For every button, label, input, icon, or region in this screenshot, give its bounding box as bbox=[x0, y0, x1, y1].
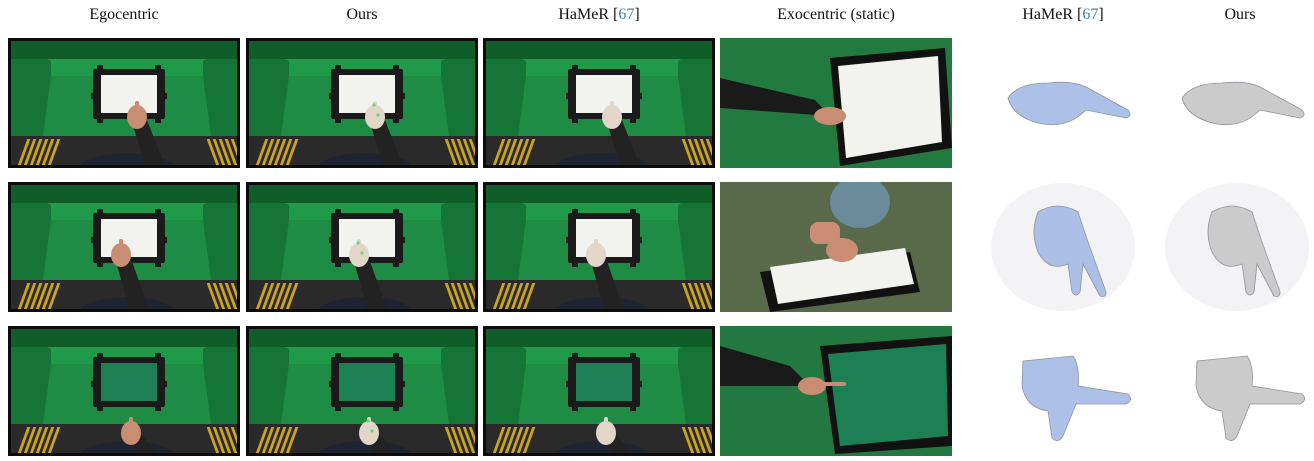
hamer-hand-mesh bbox=[988, 38, 1138, 168]
ours-egocentric-image bbox=[246, 326, 478, 456]
hamer-hand-mesh bbox=[988, 182, 1138, 312]
ours-egocentric-image bbox=[246, 38, 478, 168]
citation-link[interactable]: 67 bbox=[618, 6, 635, 23]
header-ours-ego: Ours bbox=[346, 6, 377, 24]
ego-egocentric-image bbox=[8, 38, 240, 168]
header-ours-mesh: Ours bbox=[1224, 6, 1255, 24]
ours-hand-mesh bbox=[1162, 326, 1312, 456]
exocentric-image bbox=[720, 38, 952, 168]
exocentric-image bbox=[720, 326, 952, 456]
header-egocentric: Egocentric bbox=[89, 6, 158, 24]
header-text: Ours bbox=[346, 6, 378, 23]
exocentric-image bbox=[720, 182, 952, 312]
ours-hand-mesh bbox=[1162, 38, 1312, 168]
header-text: Exocentric (static) bbox=[777, 6, 895, 23]
header-hamer-mesh: HaMeR [67] bbox=[1022, 6, 1103, 24]
header-text: Egocentric bbox=[89, 6, 159, 23]
hamer-hand-mesh bbox=[988, 326, 1138, 456]
ego-egocentric-image bbox=[8, 326, 240, 456]
header-text: HaMeR [ bbox=[1022, 6, 1083, 23]
ego-egocentric-image bbox=[8, 182, 240, 312]
header-hamer-ego: HaMeR [67] bbox=[558, 6, 639, 24]
ours-egocentric-image bbox=[246, 182, 478, 312]
hamer-egocentric-image bbox=[483, 38, 715, 168]
header-bracket: ] bbox=[1098, 6, 1104, 23]
header-exocentric: Exocentric (static) bbox=[777, 6, 895, 24]
ours-hand-mesh bbox=[1162, 182, 1312, 312]
hamer-egocentric-image bbox=[483, 326, 715, 456]
header-text: Ours bbox=[1224, 6, 1256, 23]
header-bracket: ] bbox=[634, 6, 640, 23]
header-text: HaMeR [ bbox=[558, 6, 619, 23]
citation-link[interactable]: 67 bbox=[1082, 6, 1099, 23]
hamer-egocentric-image bbox=[483, 182, 715, 312]
